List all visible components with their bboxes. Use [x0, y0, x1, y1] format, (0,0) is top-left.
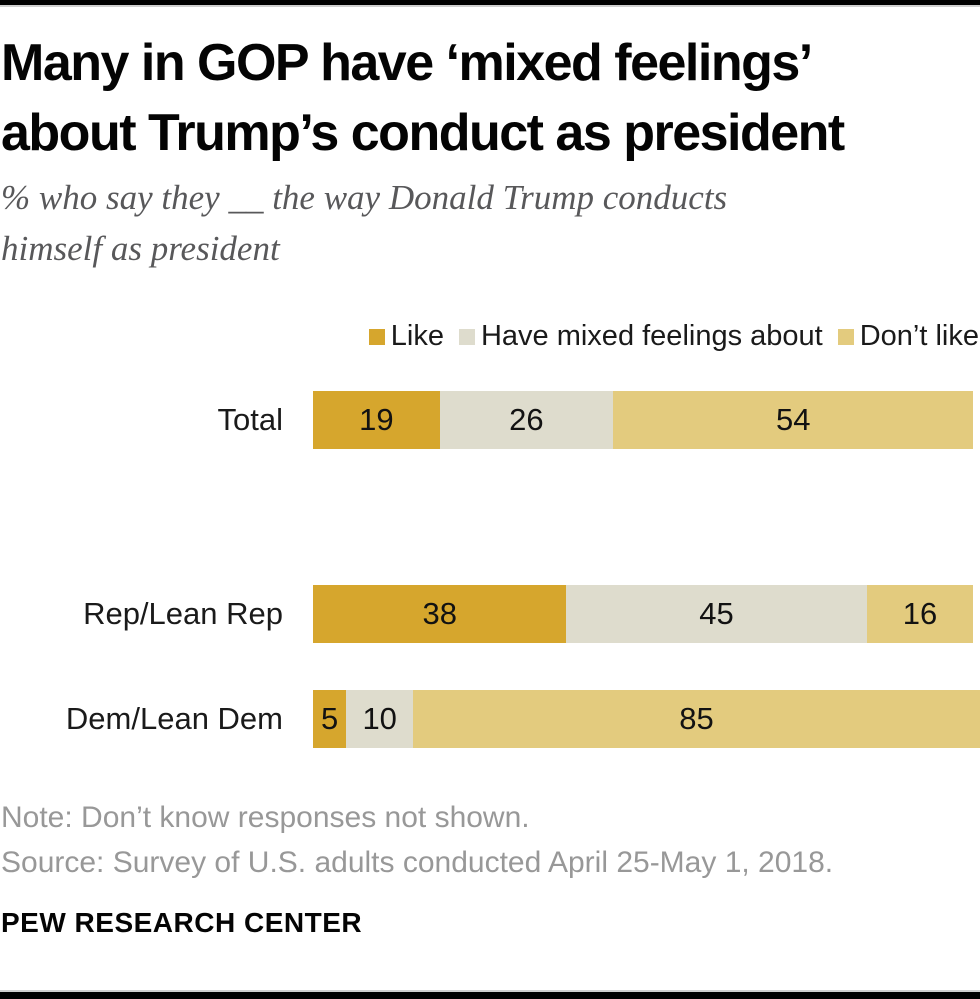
title-line-2: about Trump’s conduct as president: [1, 104, 845, 162]
top-divider: [0, 0, 980, 7]
bar-value-label: 45: [699, 596, 734, 631]
bar-chart: Total 19 26 54 Rep/Lean Rep 38 45 16 Dem/Lean De…: [0, 391, 980, 748]
bar-row-label: Total: [217, 402, 283, 437]
page-title: Many in GOP have ‘mixed feelings’ about …: [1, 28, 980, 168]
note-text: Note: Don’t know responses not shown.: [1, 801, 530, 834]
bar-segment: 19: [313, 391, 440, 449]
bar-value-label: 54: [775, 402, 811, 437]
bar-row-label: Rep/Lean Rep: [83, 596, 283, 631]
source-text: Source: Survey of U.S. adults conducted …: [1, 846, 834, 879]
bar-segment: 5: [313, 690, 347, 748]
bottom-divider: [0, 990, 980, 999]
chart-legend: Like Have mixed feelings about Don’t like: [368, 320, 979, 353]
bar-segment: 10: [346, 690, 414, 748]
subtitle-line-2: himself as president: [1, 229, 280, 268]
legend-swatch-icon: [458, 328, 475, 345]
bar-track: 38 45 16: [313, 585, 980, 643]
bar-track: 5 10 85: [313, 690, 980, 748]
bar-value-label: 10: [362, 701, 397, 736]
bar-segment: 38: [313, 585, 567, 643]
bar-row: Dem/Lean Dem 5 10 85: [0, 690, 980, 748]
bar-value-label: 19: [359, 402, 394, 437]
legend-label: Don’t like: [859, 320, 979, 352]
title-line-1: Many in GOP have ‘mixed feelings’: [1, 34, 813, 92]
bar-value-label: 38: [422, 596, 457, 631]
footnotes: Note: Don’t know responses not shown. So…: [1, 795, 980, 885]
bar-value-label: 5: [321, 701, 339, 736]
legend-label: Like: [390, 320, 444, 352]
subtitle-line-1: % who say they __ the way Donald Trump c…: [1, 178, 728, 217]
bar-row-label: Dem/Lean Dem: [65, 701, 283, 736]
bar-track: 19 26 54: [313, 391, 980, 449]
legend-item-2: Don’t like: [837, 320, 979, 353]
bar-value-label: 16: [902, 596, 938, 631]
bar-segment: 54: [613, 391, 974, 449]
bar-segment: 26: [439, 391, 614, 449]
legend-swatch-icon: [837, 328, 854, 345]
brand-label: PEW RESEARCH CENTER: [1, 907, 363, 938]
bar-row: Total 19 26 54: [0, 391, 980, 449]
bar-segment: 45: [566, 585, 867, 643]
chart-subtitle: % who say they __ the way Donald Trump c…: [1, 172, 980, 274]
bar-value-label: 85: [679, 701, 714, 736]
legend-swatch-icon: [368, 328, 385, 345]
legend-item-0: Like: [368, 320, 444, 353]
bar-row: Rep/Lean Rep 38 45 16: [0, 585, 980, 643]
bar-value-label: 26: [509, 402, 544, 437]
bar-segment: 85: [413, 690, 980, 748]
legend-label: Have mixed feelings about: [480, 320, 823, 352]
legend-item-1: Have mixed feelings about: [458, 320, 823, 353]
bar-segment: 16: [866, 585, 974, 643]
